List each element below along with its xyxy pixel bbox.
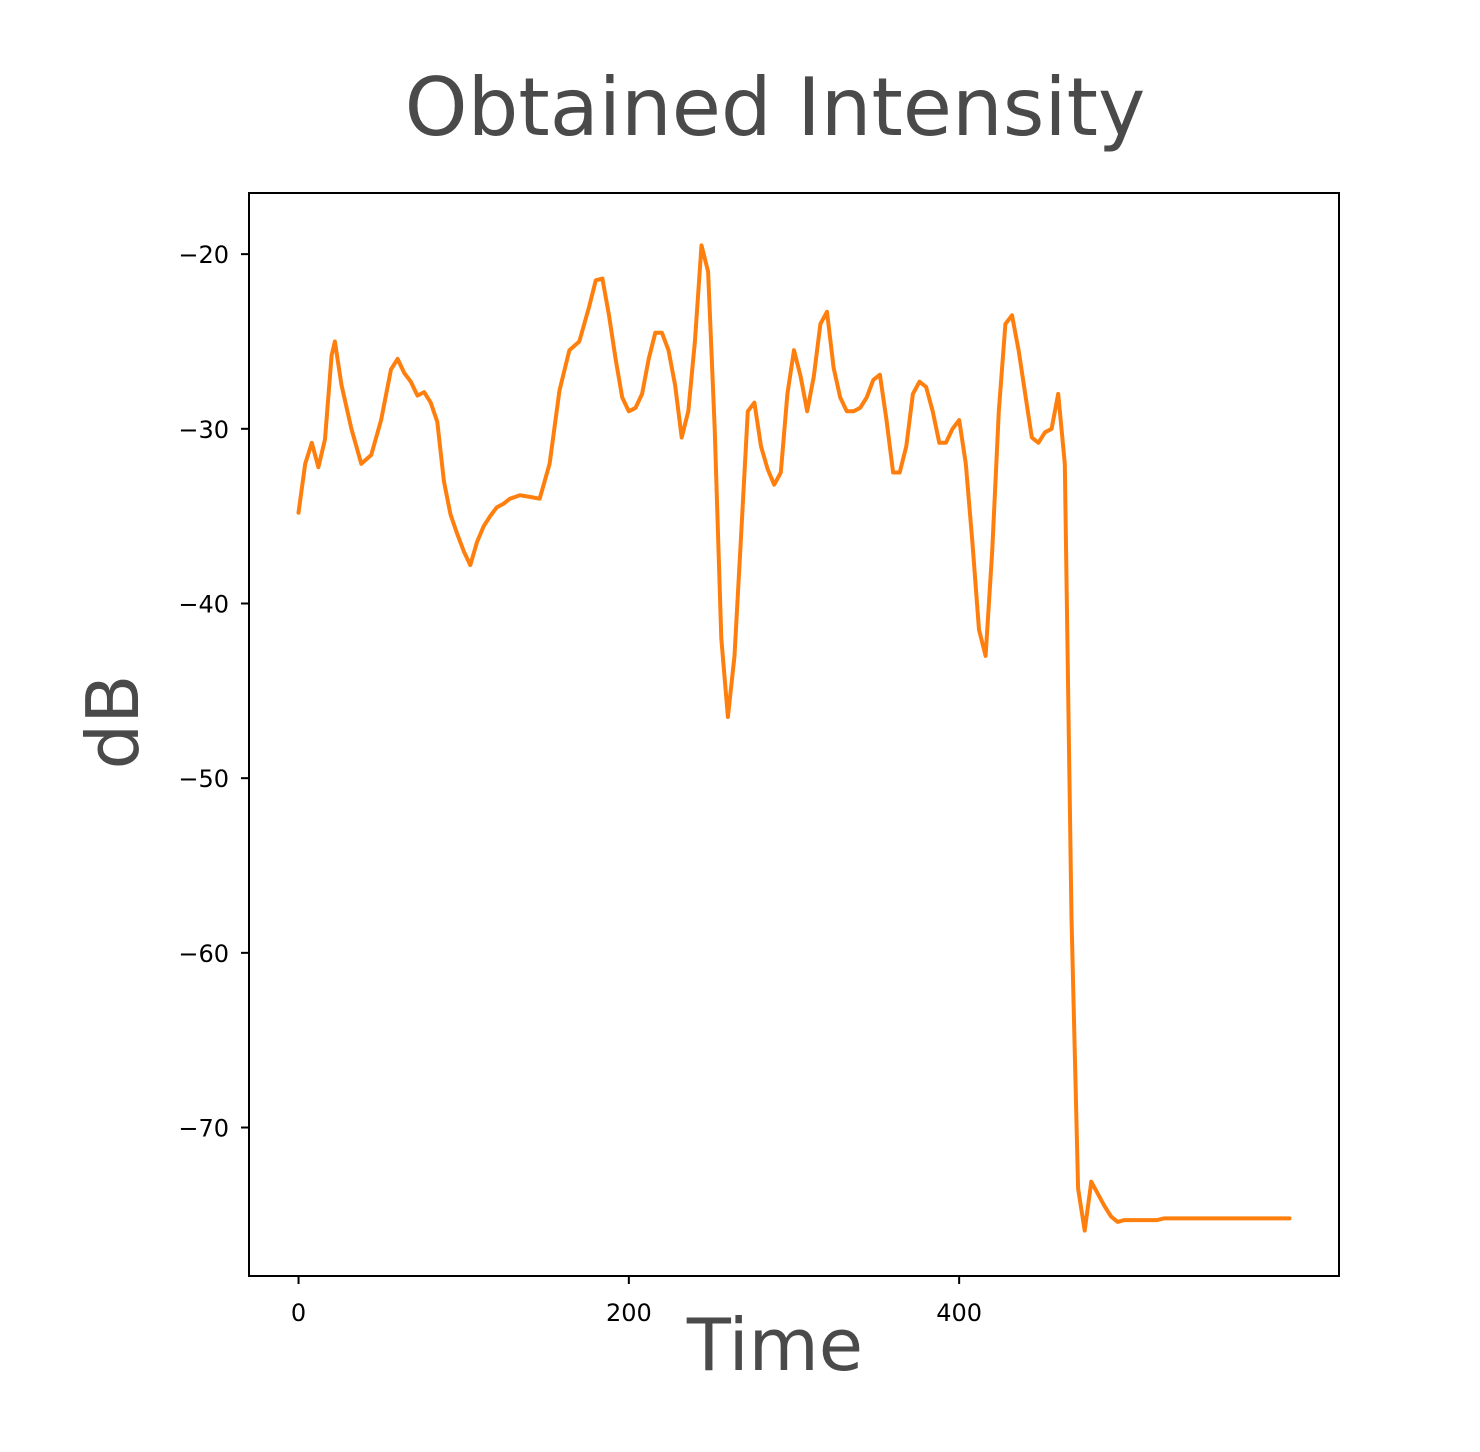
y-tick-label: −30 — [178, 416, 229, 444]
plot-frame — [248, 192, 1340, 1277]
x-tick-label: 400 — [936, 1299, 982, 1327]
y-tick-label: −60 — [178, 940, 229, 968]
y-tick-label: −70 — [178, 1115, 229, 1143]
x-axis-label: Time — [686, 1303, 863, 1387]
y-tick-label: −50 — [178, 765, 229, 793]
y-tick-label: −20 — [178, 241, 229, 269]
y-axis-label: dB — [71, 674, 155, 769]
x-tick-label: 0 — [291, 1299, 306, 1327]
series-line-0 — [296, 243, 1292, 1233]
plot-area: 0 200 400 −20 −30 −40 −50 −60 −70 — [178, 192, 1340, 1327]
x-tick-label: 200 — [606, 1299, 652, 1327]
y-tick-label: −40 — [178, 590, 229, 618]
chart-title: Obtained Intensity — [405, 61, 1146, 154]
